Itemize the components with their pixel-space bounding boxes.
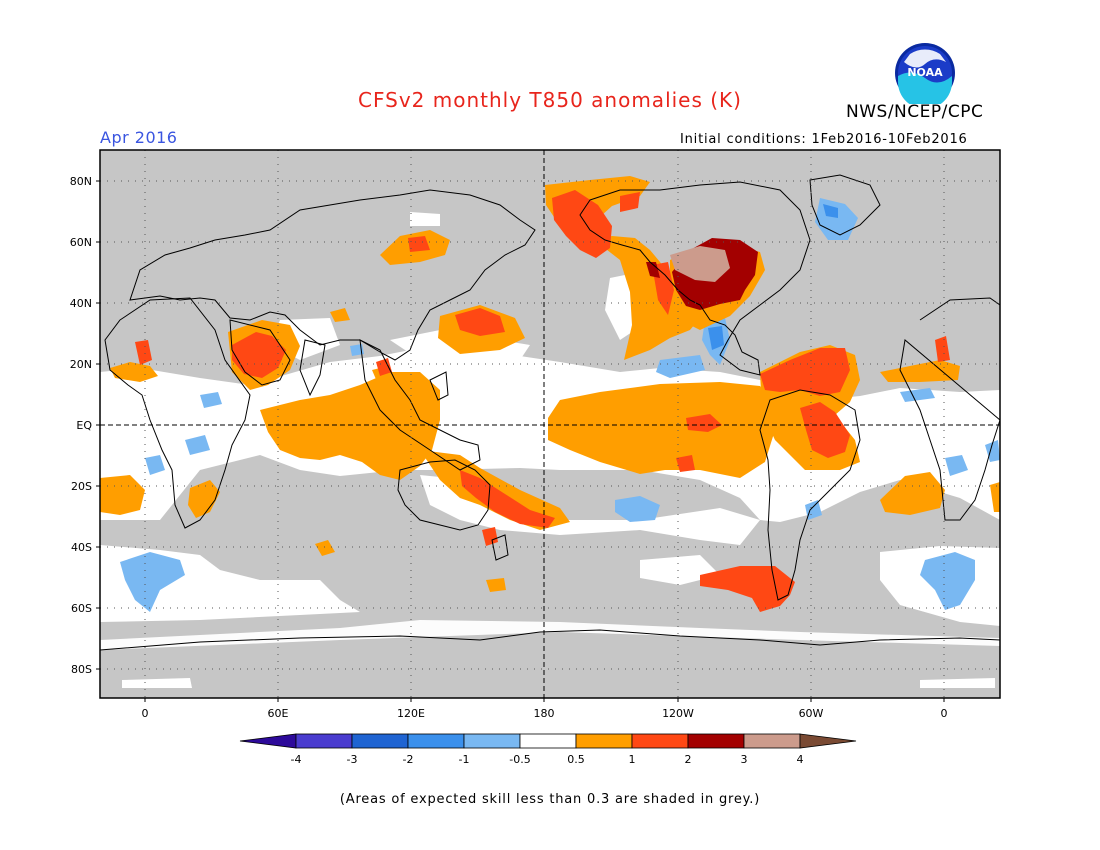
colorbar-swatch <box>519 733 577 749</box>
colorbar-swatch <box>463 733 521 749</box>
colorbar-label: -1 <box>459 753 470 766</box>
colorbar-label: 3 <box>741 753 748 766</box>
colorbar: -4 -3 -2 -1 -0.5 0.5 1 2 3 4 <box>239 733 857 766</box>
lat-label: 80S <box>71 663 92 676</box>
tick-marks <box>96 180 945 702</box>
noaa-logo: NOAA <box>894 42 956 109</box>
colorbar-left-arrow <box>239 733 297 749</box>
colorbar-label: -3 <box>347 753 358 766</box>
colorbar-label: 2 <box>685 753 692 766</box>
lon-label: 120E <box>397 707 425 720</box>
forecast-period: Apr 2016 <box>100 128 178 147</box>
lat-label: EQ <box>76 419 92 432</box>
latitude-labels: 80N 60N 40N 20N EQ 20S 40S 60S 80S <box>70 175 93 676</box>
lat-label: 80N <box>70 175 92 188</box>
logo-text: NOAA <box>907 66 943 79</box>
lat-label: 20S <box>71 480 92 493</box>
equator-dateline <box>100 150 1000 698</box>
agency-label: NWS/NCEP/CPC <box>846 102 984 122</box>
lat-label: 60N <box>70 236 92 249</box>
lon-label: 0 <box>142 707 149 720</box>
longitude-labels: 0 60E 120E 180 120W 60W 0 <box>142 707 948 720</box>
strong-warm-regions <box>135 190 950 612</box>
colorbar-swatch <box>687 733 745 749</box>
colorbar-label: 1 <box>629 753 636 766</box>
moderate-negative-regions <box>708 204 838 350</box>
colorbar-label: -2 <box>403 753 414 766</box>
lat-label: 40S <box>71 541 92 554</box>
map-frame <box>99 149 1001 699</box>
extreme-warm-regions <box>670 246 730 282</box>
colorbar-swatch <box>575 733 633 749</box>
footnote: (Areas of expected skill less than 0.3 a… <box>339 792 761 807</box>
chart-title: CFSv2 monthly T850 anomalies (K) <box>358 88 742 112</box>
map-field <box>100 150 1000 698</box>
lat-label: 60S <box>71 602 92 615</box>
lat-label: 20N <box>70 358 92 371</box>
colorbar-label: -0.5 <box>509 753 530 766</box>
colorbar-swatch <box>407 733 465 749</box>
colorbar-right-arrow <box>799 733 857 749</box>
lon-label: 180 <box>534 707 555 720</box>
lon-label: 120W <box>662 707 694 720</box>
colorbar-label: -4 <box>291 753 302 766</box>
coastlines <box>100 174 1000 651</box>
colorbar-swatch <box>631 733 689 749</box>
colorbar-label: 4 <box>797 753 804 766</box>
lon-label: 60E <box>268 707 289 720</box>
lat-label: 40N <box>70 297 92 310</box>
initial-conditions: Initial conditions: 1Feb2016-10Feb2016 <box>680 132 968 147</box>
colorbar-swatch <box>743 733 801 749</box>
colorbar-label: 0.5 <box>567 753 585 766</box>
lon-label: 60W <box>799 707 824 720</box>
colorbar-swatch <box>351 733 409 749</box>
colorbar-swatch <box>295 733 353 749</box>
lon-label: 0 <box>941 707 948 720</box>
graticule <box>100 150 1000 698</box>
